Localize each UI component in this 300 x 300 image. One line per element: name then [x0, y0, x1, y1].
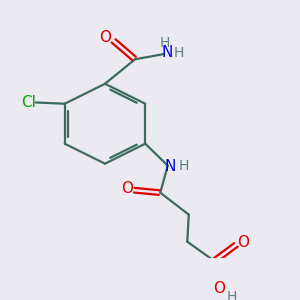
Text: O: O	[121, 181, 133, 196]
Text: H: H	[178, 159, 189, 173]
Text: Cl: Cl	[21, 95, 36, 110]
Text: N: N	[161, 45, 173, 60]
Text: O: O	[237, 235, 249, 250]
Text: H: H	[174, 46, 184, 60]
Text: H: H	[160, 35, 170, 50]
Text: N: N	[164, 159, 176, 174]
Text: O: O	[213, 280, 225, 296]
Text: O: O	[99, 30, 111, 45]
Text: H: H	[227, 290, 238, 300]
